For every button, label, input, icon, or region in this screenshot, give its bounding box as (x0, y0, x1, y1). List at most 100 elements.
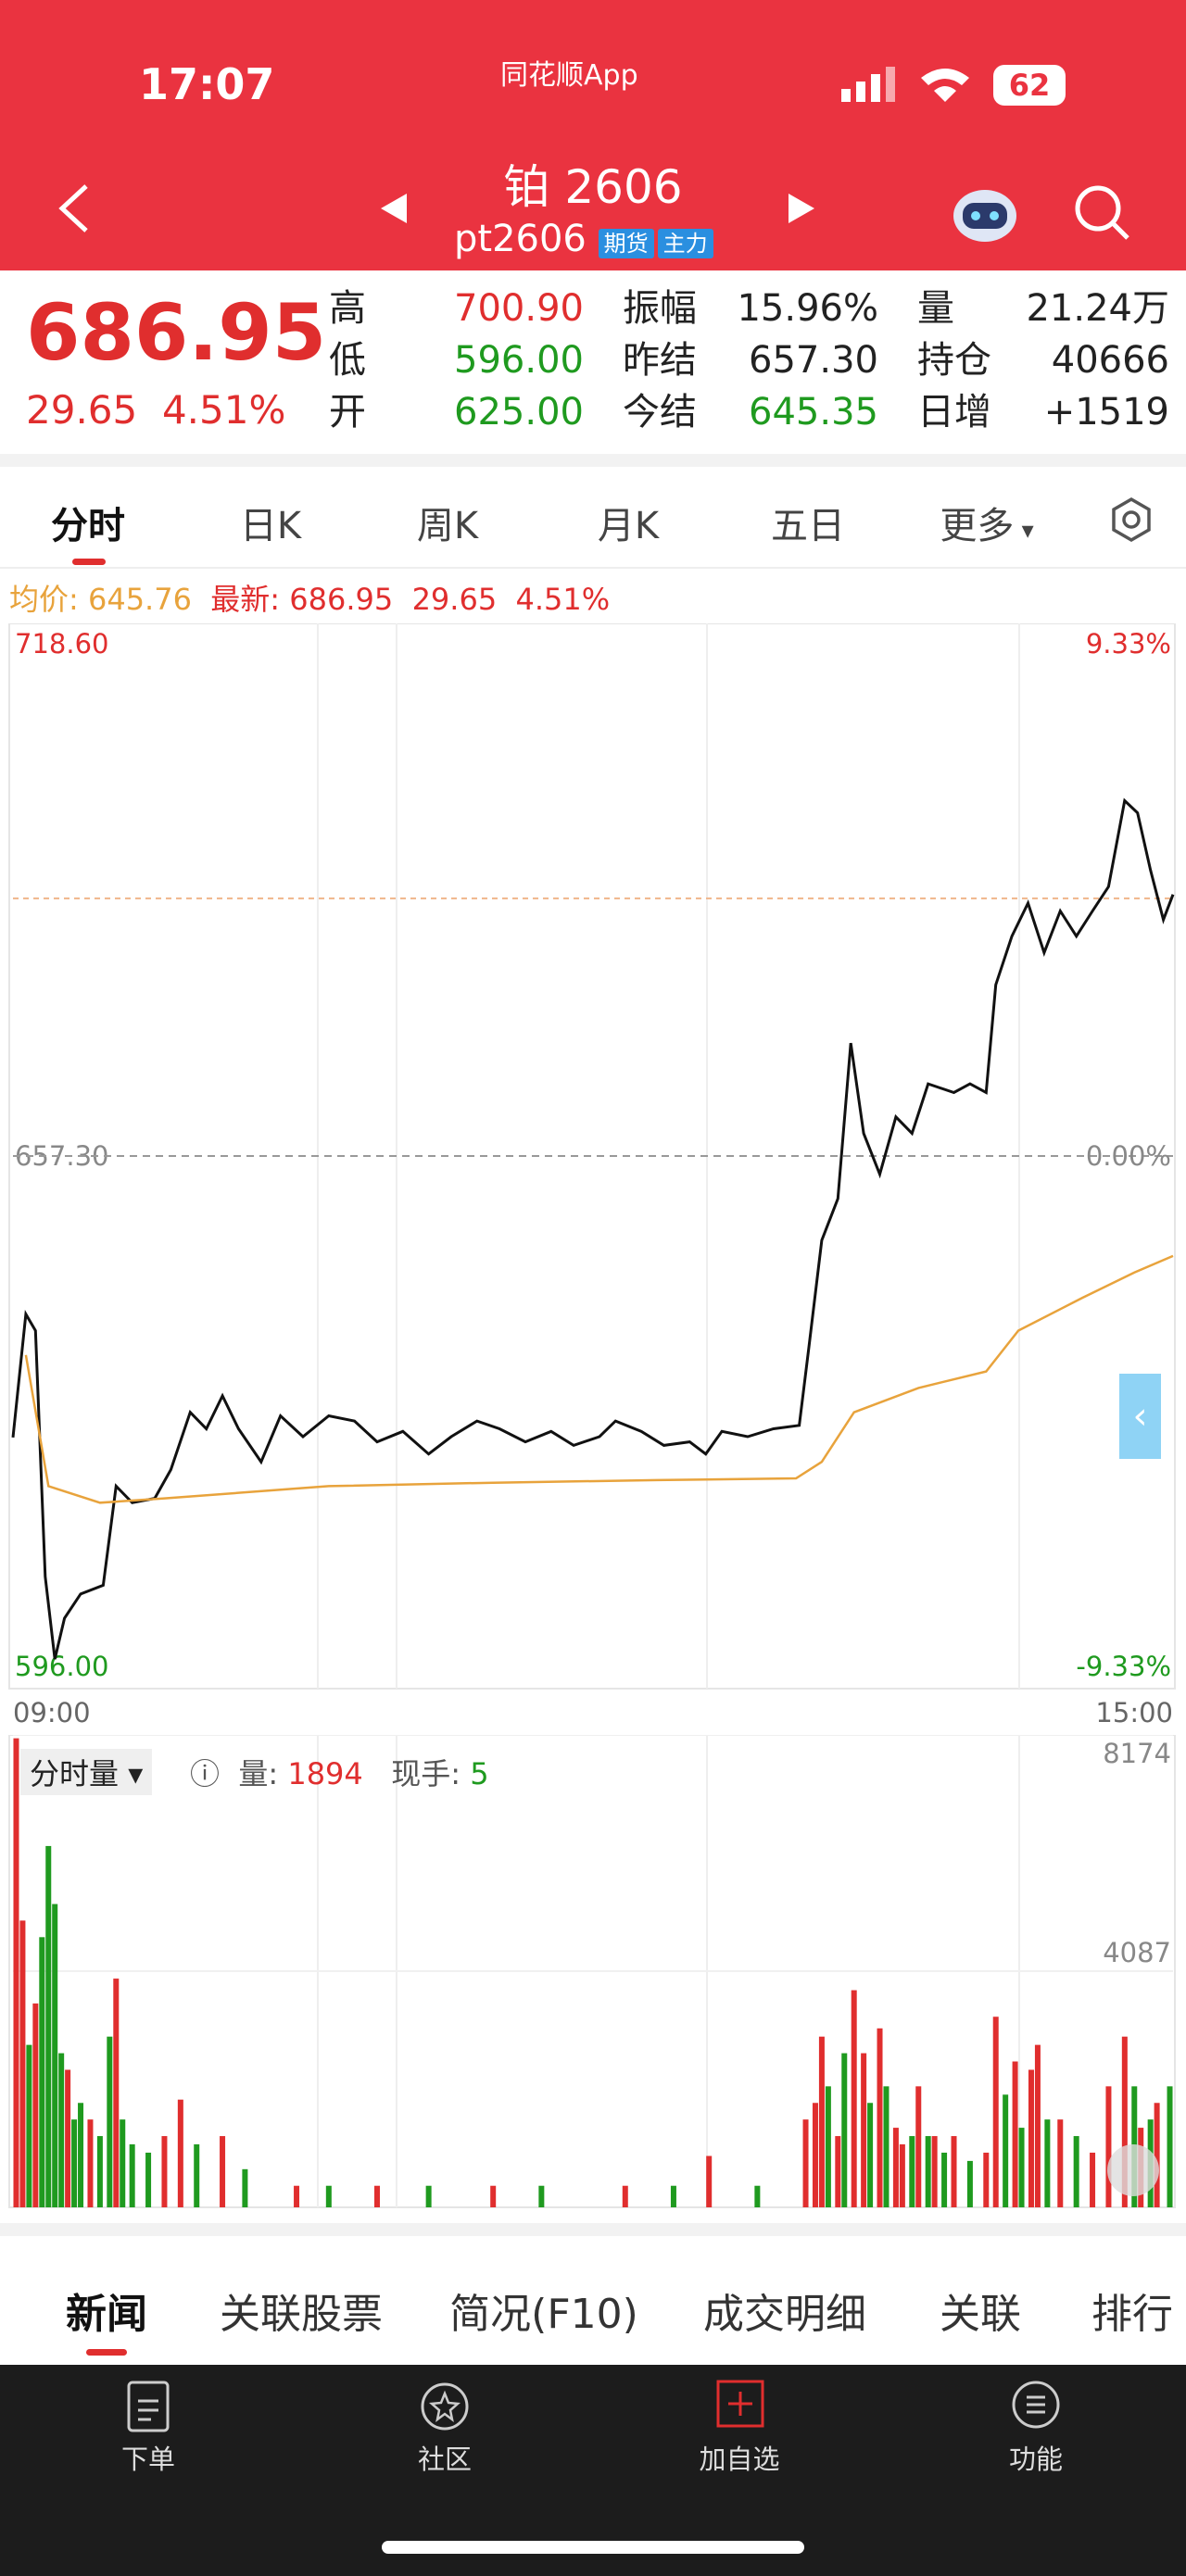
nav-label[interactable]: 社区 (417, 2444, 473, 2475)
volume-bar (220, 2136, 226, 2207)
volume-bar (754, 2185, 761, 2207)
wifi-icon (921, 69, 969, 102)
volume-bar (802, 2119, 809, 2207)
volume-bar (899, 2143, 905, 2207)
volume-bar (113, 1979, 120, 2207)
quote-label: 量 (917, 287, 954, 330)
tab-indicator (72, 559, 106, 565)
battery: 62 (993, 65, 1066, 106)
period-tab[interactable]: 更多 ▾ (940, 505, 1034, 547)
fullscreen-button[interactable] (1107, 2144, 1159, 2196)
y-tick-label: 8174 (1103, 1738, 1171, 1769)
volume-bar (861, 2053, 867, 2207)
volume-bar (670, 2185, 676, 2207)
bottom-tab[interactable]: 简况(F10) (449, 2291, 638, 2338)
price-line (11, 798, 1175, 1660)
search-button[interactable] (1070, 181, 1135, 245)
quote-value: 15.96% (737, 287, 878, 330)
title: 铂 2606 (503, 160, 683, 214)
quote-value: 645.35 (749, 391, 878, 434)
volume-bar (129, 2143, 135, 2207)
tag: 主力 (657, 229, 713, 258)
robot-icon[interactable] (950, 181, 1020, 245)
volume-bar (45, 1845, 52, 2207)
separator (0, 454, 1186, 467)
order-icon[interactable] (125, 2379, 171, 2434)
volume-bar (941, 2152, 948, 2207)
bottom-tab[interactable]: 新闻 (66, 2291, 147, 2338)
volume-bar (120, 2119, 126, 2207)
nav-label[interactable]: 功能 (1008, 2444, 1064, 2475)
add-watch-icon[interactable] (715, 2379, 765, 2429)
volume-bar (52, 1904, 58, 2207)
quote-value: 40666 (1051, 339, 1169, 382)
nav-label[interactable]: 下单 (120, 2444, 176, 2475)
vol-label: 量: (238, 1756, 279, 1791)
selector-text: 分时量 (30, 1756, 120, 1791)
volume-bar (925, 2136, 931, 2207)
volume-info: ⓘ 量: 1894 现手: 5 (190, 1756, 489, 1791)
bottom-tab[interactable]: 关联 (940, 2291, 1021, 2338)
y2-tick-label: -9.33% (1076, 1651, 1171, 1682)
volume-bar (1044, 2119, 1051, 2207)
x-tick-label: 15:00 (1095, 1697, 1173, 1728)
volume-bar (892, 2128, 899, 2207)
volume-bar (1090, 2152, 1096, 2207)
change: 29.65 4.51% (26, 387, 285, 433)
volume-bar (145, 2152, 152, 2207)
avg-value: 645.76 (87, 582, 192, 617)
info-row: 均价: 645.76 最新: 686.95 29.65 4.51% (9, 576, 610, 619)
next-button[interactable] (783, 190, 820, 227)
volume-bar (1154, 2103, 1160, 2207)
volume-selector[interactable]: 分时量 ▾ (20, 1749, 153, 1795)
y-tick-label: 596.00 (15, 1651, 108, 1682)
volume-bar (325, 2185, 332, 2207)
latest-value: 686.95 (289, 582, 394, 617)
volume-bar (915, 2086, 922, 2207)
quote-label: 高 (329, 287, 366, 330)
settings-button[interactable] (1107, 496, 1155, 544)
separator (0, 2223, 1186, 2236)
volume-bar (87, 2119, 94, 2207)
volume-bar (909, 2136, 915, 2207)
back-button[interactable] (51, 181, 97, 236)
bottom-tab[interactable]: 关联股票 (220, 2291, 383, 2338)
quote-value: +1519 (1043, 391, 1169, 434)
volume-bar (931, 2136, 938, 2207)
volume-bar (65, 2069, 71, 2207)
tab-indicator (86, 2349, 127, 2356)
plot-frame (8, 1735, 1176, 2208)
volume-bar (490, 2185, 497, 2207)
community-icon[interactable] (419, 2379, 471, 2434)
volume-bar (177, 2099, 183, 2207)
volume-bar (818, 2036, 825, 2207)
bottom-tab[interactable]: 排行 (1091, 2291, 1173, 2338)
bottom-tab[interactable]: 成交明细 (703, 2291, 866, 2338)
quote-value: 657.30 (749, 339, 878, 382)
period-tab[interactable]: 分时 (51, 505, 125, 547)
avg-label: 均价: (9, 582, 79, 617)
latest-label: 最新: (210, 582, 281, 617)
status-time: 17:07 (139, 59, 275, 109)
prev-button[interactable] (375, 190, 412, 227)
function-icon[interactable] (1010, 2379, 1062, 2431)
period-tab[interactable]: 月K (597, 505, 660, 547)
volume-bar (951, 2136, 957, 2207)
volume-bar (538, 2185, 545, 2207)
volume-chart: 4087 8174 (8, 1735, 1176, 2208)
period-tab[interactable]: 日K (239, 505, 302, 547)
volume-bar (1018, 2128, 1025, 2207)
volume-bar (1034, 2044, 1041, 2207)
side-handle[interactable]: ‹ (1119, 1374, 1161, 1459)
period-tab[interactable]: 周K (416, 505, 479, 547)
volume-bar (39, 1937, 45, 2207)
nav-label[interactable]: 加自选 (699, 2444, 780, 2475)
home-indicator (382, 2541, 804, 2554)
volume-bar (1121, 2036, 1128, 2207)
change-pct: 4.51% (161, 387, 286, 433)
volume-bar (13, 1738, 19, 2207)
change-value: 29.65 (26, 387, 138, 433)
period-tab[interactable]: 五日 (771, 505, 845, 547)
price-line (24, 1254, 1174, 1504)
